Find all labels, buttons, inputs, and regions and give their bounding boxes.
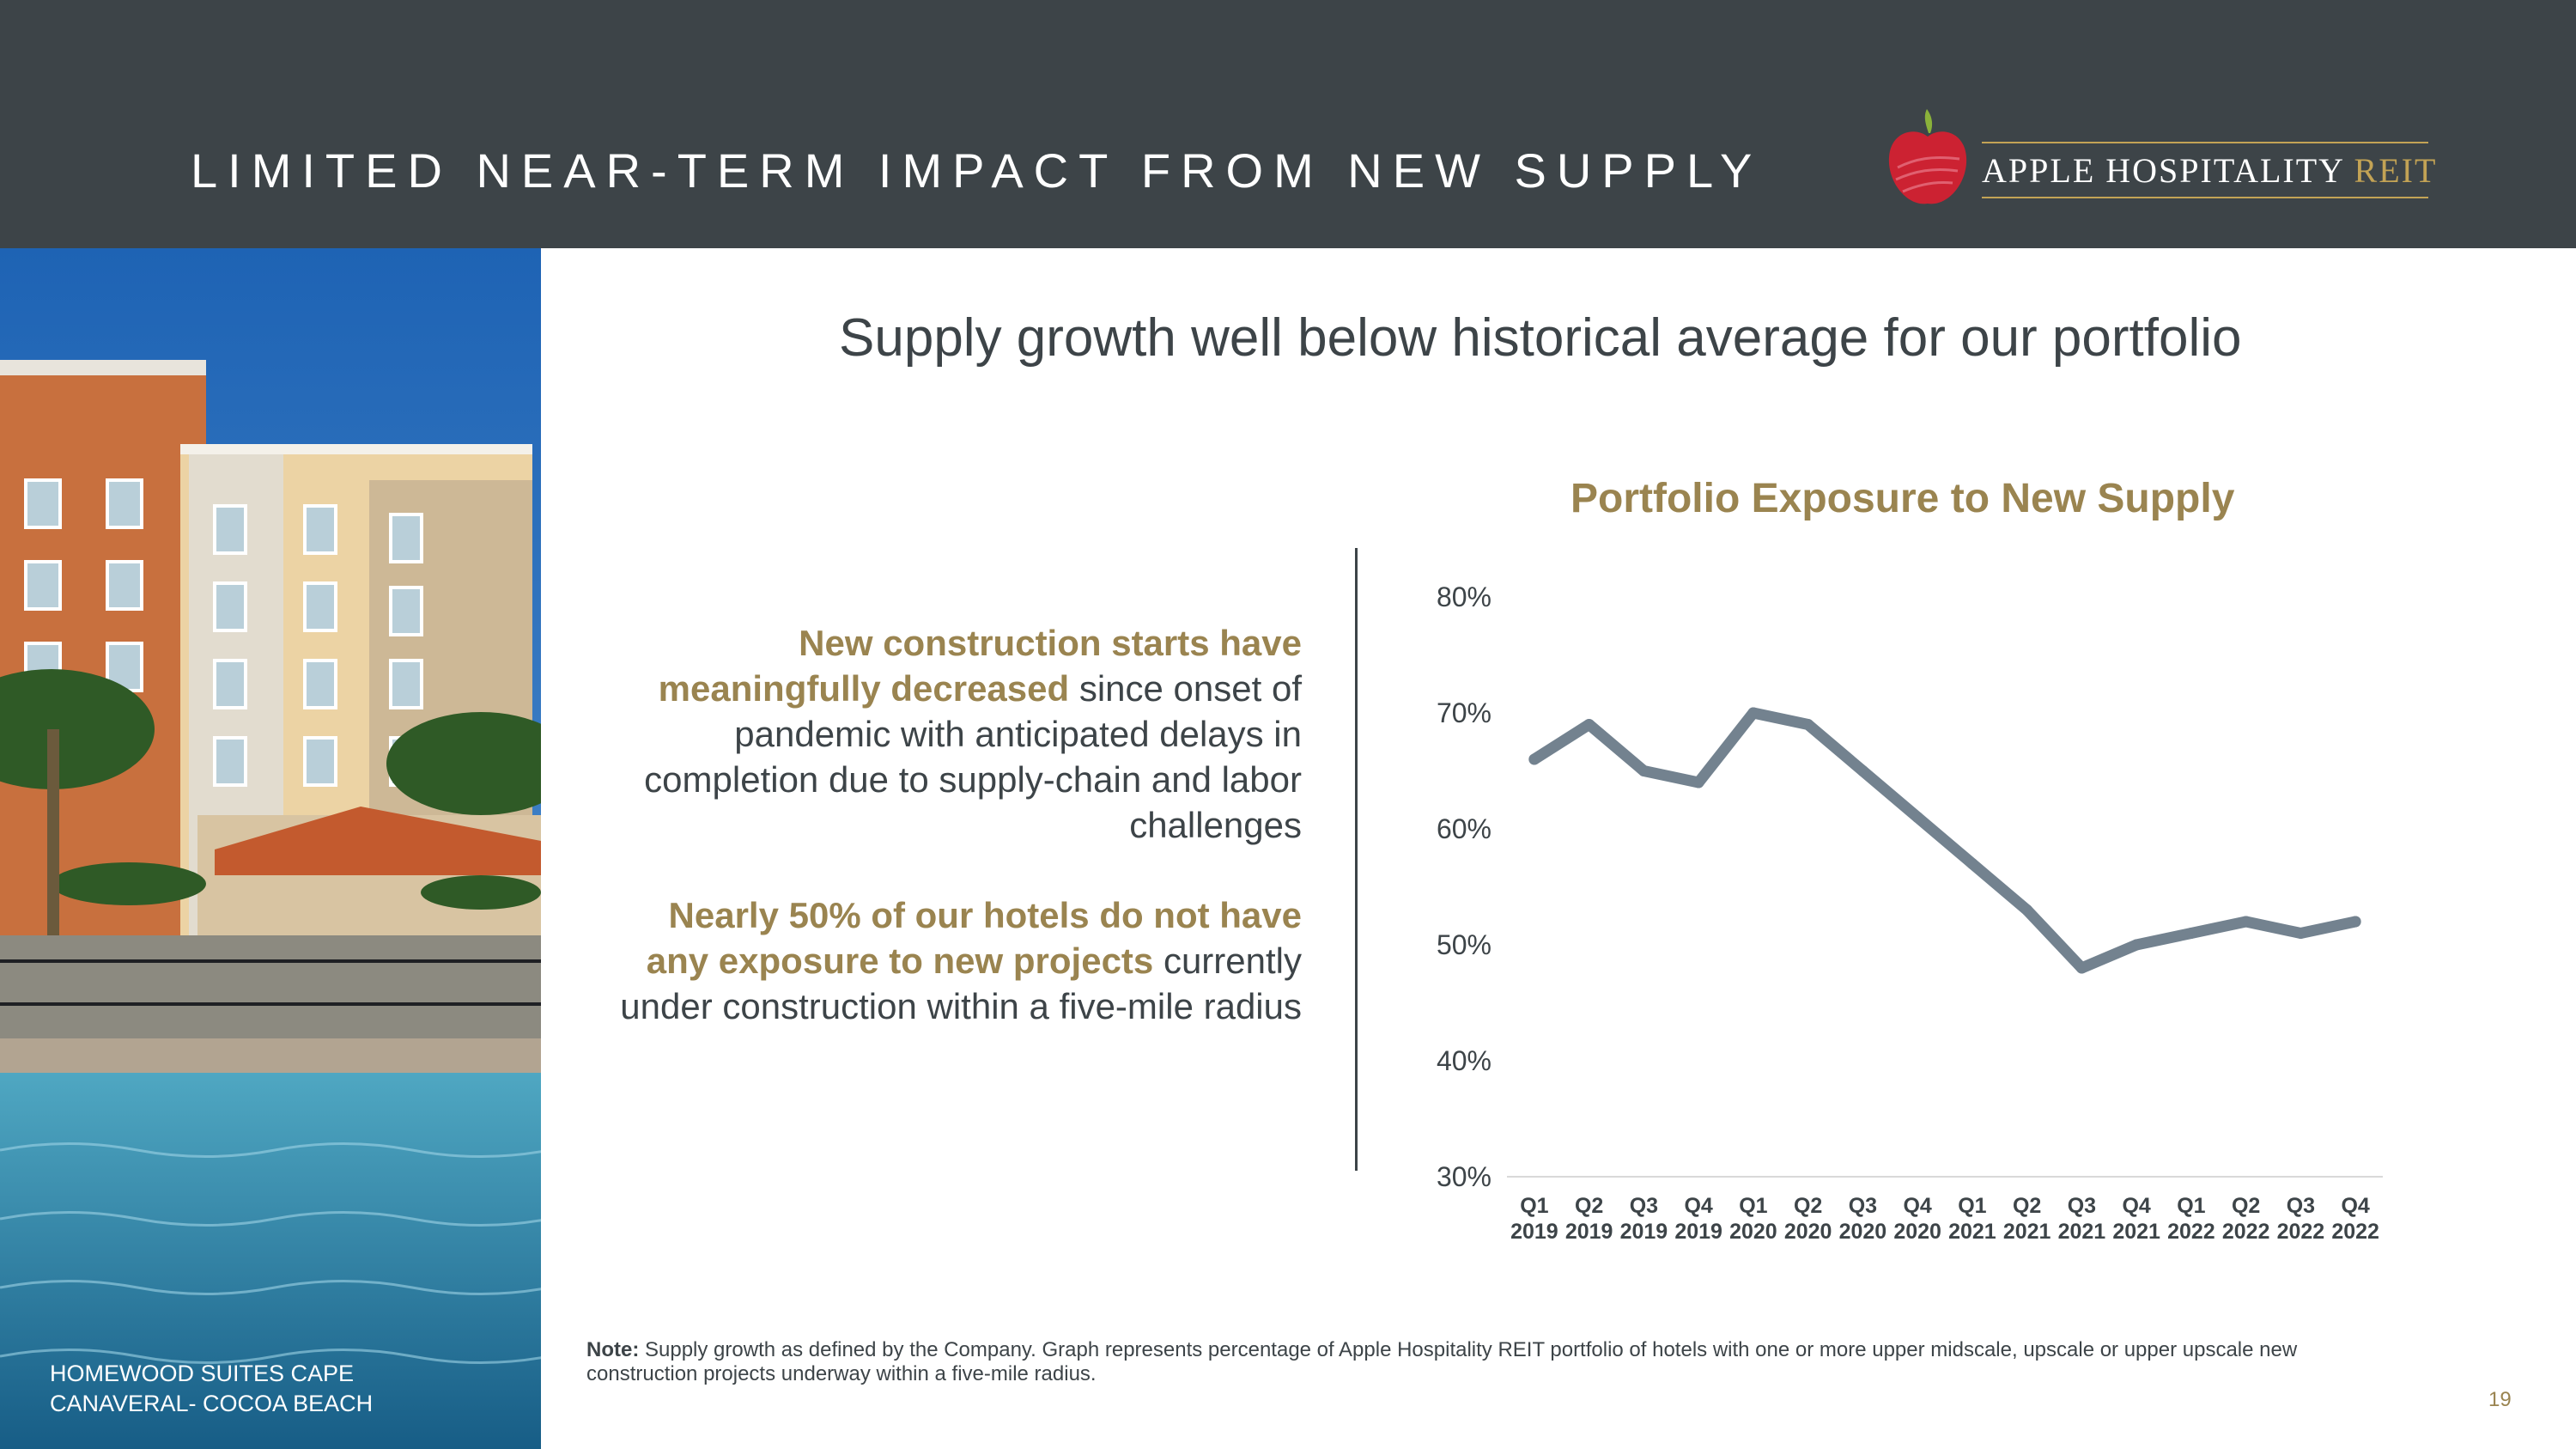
x-tick-label-quarter: Q1 — [2177, 1194, 2205, 1218]
logo-rule-top — [1982, 142, 2428, 143]
x-tick-label-quarter: Q1 — [1520, 1194, 1548, 1218]
data-point — [1583, 719, 1595, 730]
x-tick-label-quarter: Q4 — [1903, 1194, 1931, 1218]
page-number: 19 — [2488, 1388, 2512, 1411]
x-tick-label-year: 2021 — [2003, 1220, 2051, 1244]
data-point — [1692, 776, 1704, 788]
x-tick-label-quarter: Q2 — [1794, 1194, 1822, 1218]
hotel-photo — [0, 248, 541, 1449]
x-tick-label-quarter: Q4 — [1684, 1194, 1712, 1218]
x-tick-label-year: 2019 — [1674, 1220, 1722, 1244]
x-tick-label-quarter: Q2 — [1575, 1194, 1603, 1218]
x-tick-label-year: 2020 — [1893, 1220, 1941, 1244]
data-point — [2130, 939, 2142, 951]
data-point — [1966, 858, 1978, 869]
company-logo: APPLE HOSPITALITY REIT — [1880, 107, 2435, 210]
x-tick-label-quarter: Q3 — [2287, 1194, 2315, 1218]
x-tick-label-year: 2020 — [1729, 1220, 1777, 1244]
line-chart: 30%40%50%60%70%80%Q12019Q22019Q32019Q420… — [1437, 581, 2383, 1244]
x-tick-label-year: 2019 — [1510, 1220, 1558, 1244]
chart-title: Portfolio Exposure to New Supply — [1571, 476, 2235, 521]
footnote: Note: Supply growth as defined by the Co… — [586, 1338, 2403, 1386]
x-tick-label-quarter: Q1 — [1958, 1194, 1986, 1218]
data-point — [1528, 753, 1540, 765]
x-tick-label-year: 2022 — [2277, 1220, 2325, 1244]
x-tick-label-quarter: Q1 — [1739, 1194, 1767, 1218]
data-point — [2240, 916, 2252, 928]
data-point — [2349, 916, 2361, 928]
data-point — [2185, 928, 2197, 939]
x-tick-label-year: 2019 — [1620, 1220, 1668, 1244]
x-tick-label-quarter: Q3 — [1849, 1194, 1877, 1218]
data-point — [2021, 904, 2033, 916]
apple-logo-icon — [1888, 109, 1967, 204]
logo-wordmark: APPLE HOSPITALITY REIT — [1982, 150, 2437, 191]
divider-line — [1355, 548, 1358, 1171]
x-tick-label-year: 2020 — [1784, 1220, 1832, 1244]
x-tick-label-year: 2021 — [2058, 1220, 2106, 1244]
data-point — [1856, 765, 1868, 776]
key-points: New construction starts have meaningfull… — [618, 620, 1302, 1074]
key-point-1-text: since onset of pandemic with anticipated… — [644, 668, 1302, 845]
photo-caption: HOMEWOOD SUITES CAPE CANAVERAL- COCOA BE… — [50, 1359, 373, 1419]
x-tick-label-year: 2021 — [1948, 1220, 1996, 1244]
y-tick-label: 80% — [1437, 581, 1492, 612]
key-point-2-highlight: Nearly 50% of our hotels do not have any… — [646, 895, 1302, 981]
x-tick-label-year: 2019 — [1565, 1220, 1613, 1244]
key-point-1: New construction starts have meaningfull… — [618, 620, 1302, 848]
x-tick-label-quarter: Q4 — [2341, 1194, 2369, 1218]
data-point — [2294, 928, 2306, 939]
logo-rule-bottom — [1982, 197, 2428, 198]
slide-title: LIMITED NEAR-TERM IMPACT FROM NEW SUPPLY — [191, 143, 1763, 198]
x-tick-label-year: 2020 — [1839, 1220, 1887, 1244]
y-tick-label: 70% — [1437, 697, 1492, 728]
x-tick-label-quarter: Q2 — [2013, 1194, 2041, 1218]
logo-text-reit: REIT — [2354, 151, 2438, 190]
y-tick-label: 30% — [1437, 1161, 1492, 1192]
footnote-label: Note: — [586, 1338, 640, 1361]
x-tick-label-year: 2022 — [2222, 1220, 2270, 1244]
slide-subtitle: Supply growth well below historical aver… — [839, 308, 2242, 368]
header-bar: LIMITED NEAR-TERM IMPACT FROM NEW SUPPLY… — [0, 0, 2576, 248]
caption-line-2: CANAVERAL- COCOA BEACH — [50, 1391, 374, 1416]
x-tick-label-year: 2022 — [2331, 1220, 2379, 1244]
logo-text-main: APPLE HOSPITALITY — [1982, 151, 2344, 190]
y-tick-label: 60% — [1437, 813, 1492, 844]
x-tick-label-year: 2021 — [2112, 1220, 2160, 1244]
x-tick-label-quarter: Q4 — [2122, 1194, 2150, 1218]
x-tick-label-quarter: Q3 — [2068, 1194, 2096, 1218]
data-point — [2075, 962, 2087, 974]
footnote-text: Supply growth as defined by the Company.… — [586, 1338, 2298, 1385]
data-point — [1802, 719, 1814, 730]
key-point-2-text: currently under construction within a fi… — [620, 941, 1302, 1026]
data-point — [1637, 765, 1649, 776]
x-tick-label-quarter: Q3 — [1630, 1194, 1658, 1218]
key-point-2: Nearly 50% of our hotels do not have any… — [618, 892, 1302, 1029]
x-tick-label-quarter: Q2 — [2232, 1194, 2260, 1218]
key-point-1-highlight: New construction starts have meaningfull… — [658, 623, 1302, 709]
y-tick-label: 50% — [1437, 929, 1492, 960]
data-point — [1747, 707, 1759, 719]
y-tick-label: 40% — [1437, 1045, 1492, 1076]
x-tick-label-year: 2022 — [2167, 1220, 2215, 1244]
series-line — [1528, 707, 2361, 974]
caption-line-1: HOMEWOOD SUITES CAPE — [50, 1361, 355, 1386]
data-point — [1911, 812, 1923, 823]
